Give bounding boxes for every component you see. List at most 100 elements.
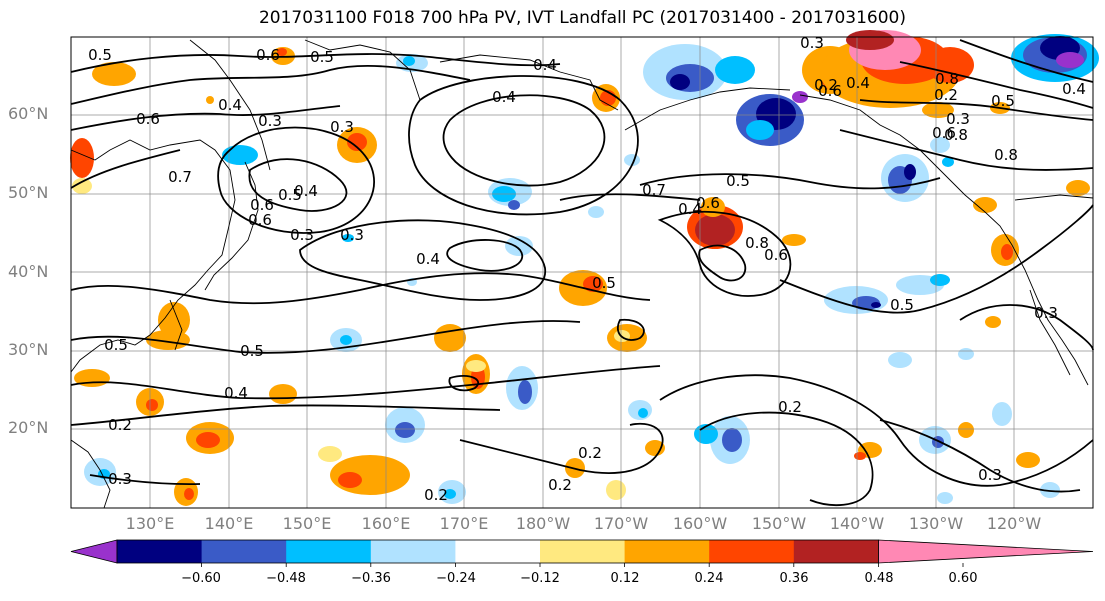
anomaly-shade	[985, 316, 1001, 328]
pv-contour-line	[70, 149, 181, 189]
lat-label-60: 60°N	[8, 104, 49, 123]
colorbar-tick: 0.36	[779, 571, 809, 586]
contour-label: 0.3	[330, 118, 354, 136]
anomaly-shade	[715, 56, 755, 84]
anomaly-shade	[196, 432, 220, 448]
colorbar-segment	[286, 540, 372, 563]
contour-label: 0.4	[416, 250, 440, 268]
lon-label-150w: 150°W	[751, 514, 807, 533]
anomaly-shade	[695, 214, 735, 246]
lat-label-40: 40°N	[8, 262, 49, 281]
contour-label: 0.2	[814, 76, 838, 94]
map-title: 2017031100 F018 700 hPa PV, IVT Landfall…	[258, 8, 906, 28]
anomaly-shade	[922, 102, 954, 118]
anomaly-shade	[318, 446, 342, 462]
coastline	[70, 439, 111, 509]
anomaly-shade	[846, 30, 894, 50]
coastline	[189, 39, 271, 171]
anomaly-shade	[1016, 452, 1040, 468]
colorbar-tick: −0.24	[436, 571, 476, 586]
pv-contour-line	[442, 94, 606, 187]
pv-contour-line	[959, 304, 1094, 351]
anomaly-shade	[1066, 180, 1090, 196]
pv-contour-line	[659, 374, 1094, 487]
anomaly-shade	[958, 422, 974, 438]
pv-contour-line	[299, 219, 546, 301]
coastline	[304, 39, 421, 101]
pv-contour-line	[879, 419, 1081, 493]
anomaly-shade	[583, 276, 603, 292]
coastline	[70, 139, 236, 373]
anomaly-shade	[70, 138, 94, 178]
anomaly-shade	[508, 200, 520, 210]
anomaly-shade	[670, 74, 690, 90]
colorbar-tick: 0.24	[694, 571, 724, 586]
pv-contour-line	[217, 126, 375, 234]
anomaly-shade	[505, 236, 533, 256]
pv-contour-line	[70, 65, 471, 105]
anomaly-shade	[942, 157, 954, 167]
colorbar-segment	[793, 540, 879, 563]
shaded-anomaly-layer	[70, 30, 1099, 506]
colorbar-tick: −0.60	[181, 571, 221, 586]
pv-contour-line	[559, 193, 701, 201]
contour-label: 0.2	[108, 416, 132, 434]
lon-label-150e: 150°E	[282, 514, 332, 533]
pv-contour-line	[959, 39, 1094, 83]
contour-label: 0.3	[946, 110, 970, 128]
coastline	[439, 54, 619, 111]
contour-label: 0.3	[340, 226, 364, 244]
pv-contour-line	[459, 422, 664, 474]
anomaly-shade	[146, 399, 158, 411]
anomaly-shade	[466, 360, 486, 372]
contour-label: 0.2	[778, 398, 802, 416]
pv-contour-line	[89, 474, 201, 486]
contour-label: 0.7	[642, 181, 666, 199]
colorbar-tick: 0.12	[610, 571, 640, 586]
contour-label: 0.2	[578, 444, 602, 462]
anomaly-shade	[347, 133, 367, 151]
lon-label-140w: 140°W	[829, 514, 885, 533]
anomaly-shade	[92, 62, 136, 86]
anomaly-shade	[904, 164, 916, 180]
pv-contour-line	[70, 320, 581, 354]
pv-contour-line	[70, 105, 341, 131]
coastline	[624, 87, 791, 131]
contour-label: 0.5	[104, 336, 128, 354]
contour-label: 0.4	[678, 200, 702, 218]
contour-label: 0.6	[248, 211, 272, 229]
anomaly-shade	[645, 440, 665, 456]
contour-label: 0.3	[108, 470, 132, 488]
lon-label-180w: 180°W	[515, 514, 571, 533]
contour-label: 0.5	[991, 92, 1015, 110]
anomaly-shade	[854, 452, 866, 460]
anomaly-shade	[973, 197, 997, 213]
contour-label: 0.5	[278, 186, 302, 204]
coastlines	[70, 39, 1094, 509]
lon-label-130e: 130°E	[125, 514, 175, 533]
pv-contour-line	[839, 129, 1094, 171]
anomaly-shade	[1001, 244, 1013, 260]
anomaly-shade	[992, 402, 1012, 426]
anomaly-shade	[206, 96, 214, 104]
pv-contour-line	[70, 404, 501, 426]
colorbar-tick: −0.12	[520, 571, 560, 586]
anomaly-shade	[434, 324, 466, 352]
contour-label: 0.3	[290, 226, 314, 244]
contour-label: 0.5	[890, 296, 914, 314]
contour-label: 0.3	[258, 112, 282, 130]
contour-label: 0.3	[1034, 304, 1058, 322]
contour-labels: 0.6 0.50.50.40.30.60.40.40.30.50.40.60.60…	[88, 34, 1086, 504]
contour-label: 0.3	[978, 466, 1002, 484]
anomaly-shade	[395, 422, 415, 438]
contour-label: 0.6	[696, 194, 720, 212]
contour-label: 0.7	[168, 168, 192, 186]
coastline	[1014, 194, 1094, 201]
contour-label: 0.6	[136, 110, 160, 128]
gridlines	[71, 37, 1093, 508]
colorbar-extend-max	[878, 539, 1094, 564]
lon-label-160w: 160°W	[672, 514, 728, 533]
anomaly-shade	[1056, 52, 1084, 68]
colorbar-tick: −0.36	[351, 571, 391, 586]
contour-label: 0.5	[592, 274, 616, 292]
